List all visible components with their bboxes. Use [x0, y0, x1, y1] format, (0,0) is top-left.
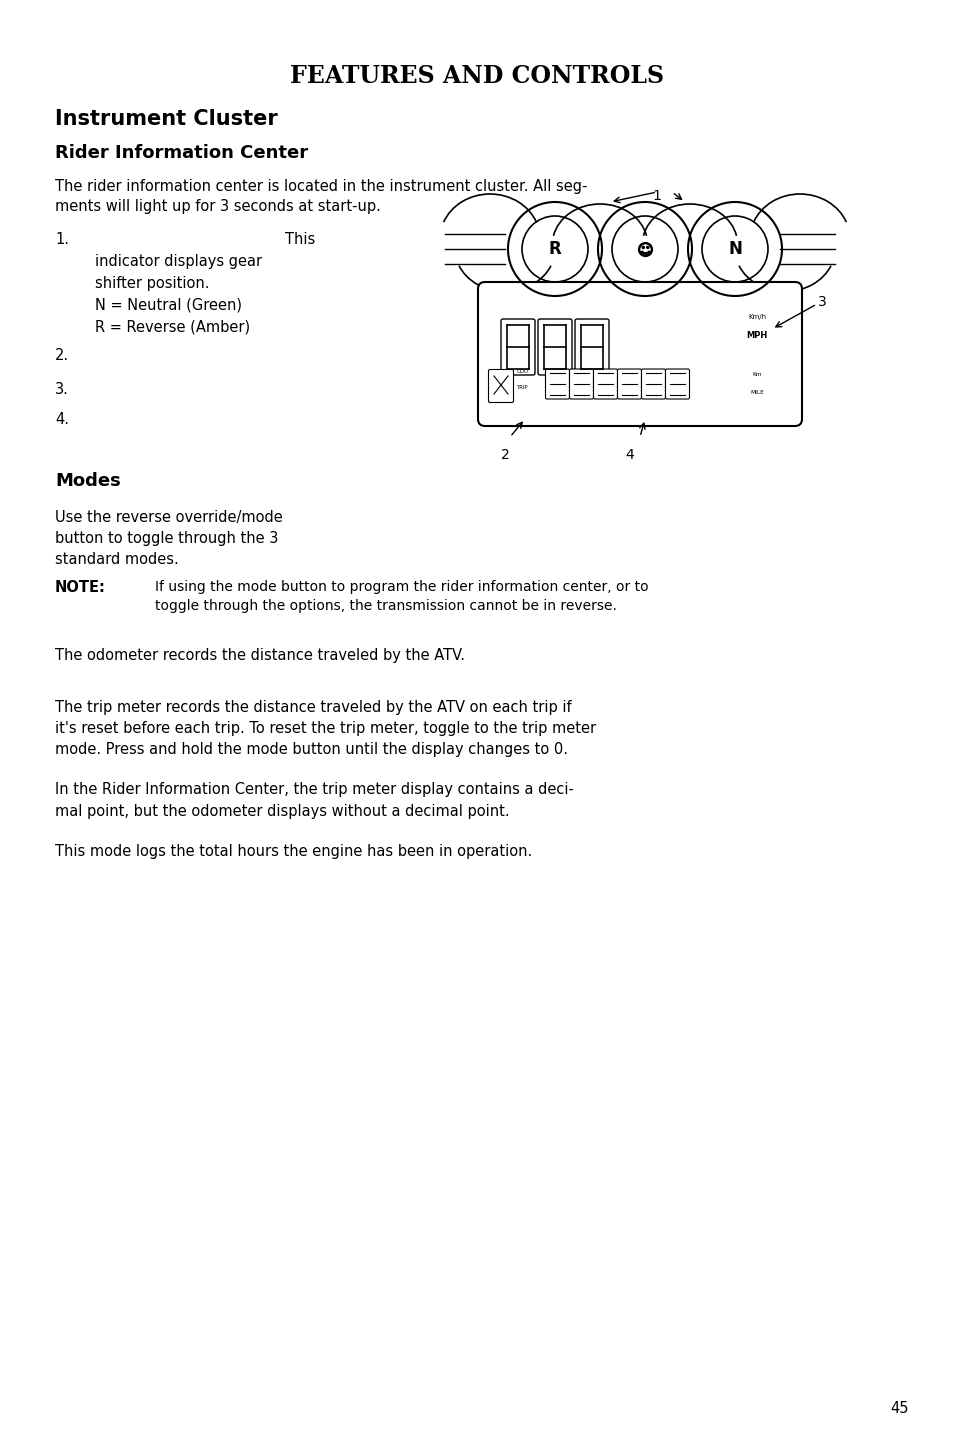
Text: N: N: [727, 240, 741, 257]
Text: ments will light up for 3 seconds at start-up.: ments will light up for 3 seconds at sta…: [55, 199, 380, 214]
Text: This: This: [285, 233, 314, 247]
Text: Modes: Modes: [55, 473, 121, 490]
Text: R: R: [548, 240, 560, 257]
Text: The odometer records the distance traveled by the ATV.: The odometer records the distance travel…: [55, 648, 464, 663]
FancyBboxPatch shape: [665, 369, 689, 398]
FancyBboxPatch shape: [488, 369, 513, 403]
Text: 45: 45: [890, 1402, 908, 1416]
Text: 4.: 4.: [55, 411, 69, 427]
FancyBboxPatch shape: [477, 282, 801, 426]
Text: 1: 1: [651, 189, 660, 204]
Text: 3.: 3.: [55, 382, 69, 397]
Text: In the Rider Information Center, the trip meter display contains a deci-: In the Rider Information Center, the tri…: [55, 782, 574, 797]
Text: The trip meter records the distance traveled by the ATV on each trip if
it's res: The trip meter records the distance trav…: [55, 699, 596, 758]
Text: 2: 2: [500, 448, 509, 462]
FancyBboxPatch shape: [537, 318, 572, 375]
Text: MILE: MILE: [749, 391, 763, 395]
Text: mal point, but the odometer displays without a decimal point.: mal point, but the odometer displays wit…: [55, 804, 509, 819]
FancyBboxPatch shape: [569, 369, 593, 398]
Text: Use the reverse override/mode
button to toggle through the 3
standard modes.: Use the reverse override/mode button to …: [55, 510, 282, 567]
Text: If using the mode button to program the rider information center, or to
toggle t: If using the mode button to program the …: [154, 580, 648, 614]
Text: shifter position.: shifter position.: [95, 276, 210, 291]
Text: Instrument Cluster: Instrument Cluster: [55, 109, 277, 129]
Text: TRIP: TRIP: [517, 385, 528, 390]
FancyBboxPatch shape: [545, 369, 569, 398]
Text: ODO: ODO: [517, 369, 529, 374]
Text: NOTE:: NOTE:: [55, 580, 106, 595]
Text: 4: 4: [625, 448, 634, 462]
FancyBboxPatch shape: [640, 369, 665, 398]
Text: 2.: 2.: [55, 348, 69, 364]
Text: N = Neutral (Green): N = Neutral (Green): [95, 298, 242, 313]
Text: 1.: 1.: [55, 233, 69, 247]
FancyBboxPatch shape: [617, 369, 640, 398]
Text: indicator displays gear: indicator displays gear: [95, 254, 262, 269]
Text: The rider information center is located in the instrument cluster. All seg-: The rider information center is located …: [55, 179, 587, 193]
Text: MPH: MPH: [745, 332, 767, 340]
Text: Rider Information Center: Rider Information Center: [55, 144, 308, 161]
Text: R = Reverse (Amber): R = Reverse (Amber): [95, 320, 250, 334]
FancyBboxPatch shape: [575, 318, 608, 375]
Text: This mode logs the total hours the engine has been in operation.: This mode logs the total hours the engin…: [55, 843, 532, 859]
Text: 3: 3: [817, 295, 826, 310]
Text: FEATURES AND CONTROLS: FEATURES AND CONTROLS: [290, 64, 663, 89]
FancyBboxPatch shape: [593, 369, 617, 398]
Text: Km/h: Km/h: [747, 314, 765, 320]
FancyBboxPatch shape: [500, 318, 535, 375]
Text: Km: Km: [751, 372, 761, 378]
